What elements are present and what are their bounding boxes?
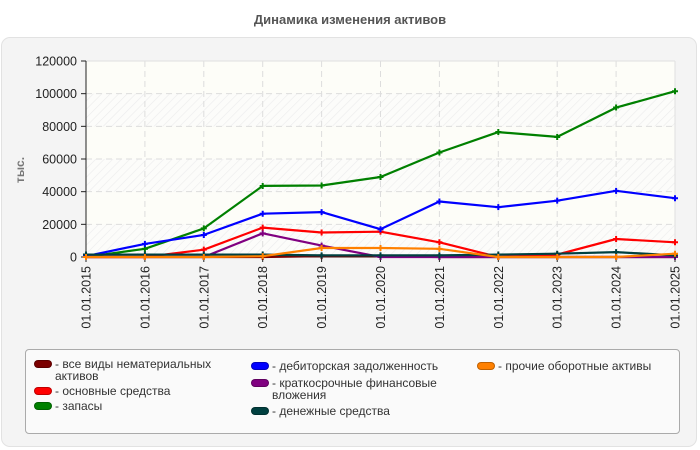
svg-text:01.01.2020: 01.01.2020 [374, 266, 388, 329]
svg-text:01.01.2025: 01.01.2025 [669, 266, 683, 329]
data-series [83, 88, 678, 260]
legend-label: - краткосрочные финансовые вложения [272, 376, 437, 402]
svg-text:01.01.2016: 01.01.2016 [138, 266, 152, 329]
legend-item-receivables: - дебиторская задолженность [251, 360, 438, 372]
legend-item-other-current-assets: - прочие оборотные активы [477, 360, 651, 372]
legend-swatch-icon [34, 360, 52, 368]
svg-text:80000: 80000 [42, 120, 77, 134]
svg-text:100000: 100000 [35, 87, 77, 101]
series-line [83, 187, 678, 260]
legend-swatch-icon [477, 362, 495, 370]
svg-text:01.01.2017: 01.01.2017 [197, 266, 211, 329]
legend-item-short-term-investments: - краткосрочные финансовые вложения [251, 377, 437, 401]
legend-swatch-icon [251, 379, 269, 387]
svg-text:01.01.2022: 01.01.2022 [492, 266, 506, 329]
chart-title: Динамика изменения активов [253, 12, 447, 27]
series-line [83, 249, 678, 259]
chart-legend: - все виды нематериальных активов - осно… [25, 349, 680, 434]
legend-swatch-icon [251, 362, 269, 370]
x-axis-ticks: 01.01.2015 01.01.2016 01.01.2017 01.01.2018… [80, 257, 683, 329]
y-axis-ticks: 0 20000 40000 60000 80000 100000 120000 [35, 55, 86, 265]
svg-text:01.01.2024: 01.01.2024 [610, 266, 624, 329]
svg-text:01.01.2019: 01.01.2019 [315, 266, 329, 329]
series-line [83, 88, 678, 260]
legend-swatch-icon [34, 387, 52, 395]
svg-text:40000: 40000 [42, 185, 77, 199]
svg-text:01.01.2021: 01.01.2021 [433, 266, 447, 329]
legend-label: - прочие оборотные активы [498, 359, 652, 373]
legend-label: - все виды нематериальных активов [55, 357, 212, 383]
legend-label: - основные средства [55, 384, 171, 398]
svg-text:01.01.2018: 01.01.2018 [256, 266, 270, 329]
legend-item-cash: - денежные средства [251, 405, 390, 417]
legend-label: - запасы [55, 399, 103, 413]
svg-text:01.01.2023: 01.01.2023 [551, 266, 565, 329]
legend-item-inventory: - запасы [34, 400, 102, 412]
legend-item-fixed-assets: - основные средства [34, 385, 170, 397]
y-axis-label: тыс. [13, 157, 27, 183]
legend-label: - денежные средства [272, 404, 390, 418]
legend-label: - дебиторская задолженность [272, 359, 439, 373]
svg-text:60000: 60000 [42, 153, 77, 167]
legend-item-intangible-assets: - все виды нематериальных активов [34, 358, 211, 382]
svg-text:01.01.2015: 01.01.2015 [80, 266, 94, 329]
svg-text:0: 0 [70, 251, 77, 265]
svg-text:20000: 20000 [42, 218, 77, 232]
series-line [83, 245, 678, 260]
legend-swatch-icon [251, 407, 269, 415]
legend-swatch-icon [34, 402, 52, 410]
svg-text:120000: 120000 [35, 55, 77, 69]
line-chart: 0 20000 40000 60000 80000 100000 120000 01.01.… [13, 55, 683, 329]
